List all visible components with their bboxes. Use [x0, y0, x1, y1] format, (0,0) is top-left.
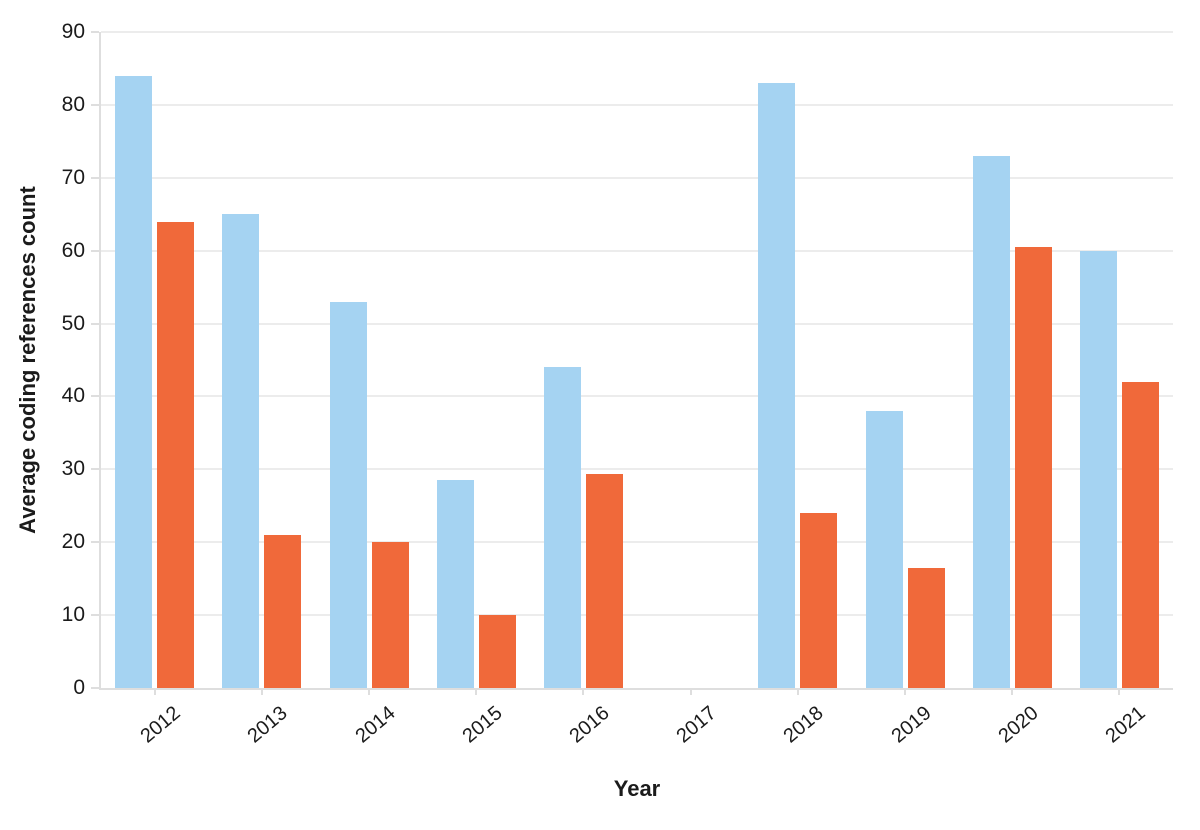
x-axis-tick-2016: [582, 688, 585, 695]
x-tick-label-2013: 2013: [243, 702, 292, 748]
x-axis-line: [99, 688, 1173, 690]
x-axis-tick-2014: [368, 688, 370, 695]
y-tick-label-20: 20: [61, 530, 85, 554]
x-tick-label-2019: 2019: [886, 702, 936, 748]
y-axis-line: [99, 32, 101, 688]
gridline-y-50: [101, 322, 1173, 325]
y-tick-label-0: 0: [73, 676, 85, 699]
bar-2012-orange: [157, 221, 195, 688]
x-axis-tick-2012: [153, 688, 156, 695]
gridline-y-30: [101, 468, 1173, 471]
y-axis-title: Average coding references count: [15, 186, 40, 534]
gridline-y-70: [101, 176, 1173, 179]
x-tick-label-2015: 2015: [458, 702, 507, 748]
y-axis-tick-60: [91, 249, 99, 252]
bar-2016-light-blue: [543, 367, 581, 688]
bar-2018-orange: [800, 513, 838, 688]
bar-2020-light-blue: [972, 155, 1010, 688]
y-tick-label-10: 10: [61, 603, 85, 627]
y-tick-label-60: 60: [61, 238, 85, 262]
y-axis-tick-30: [91, 468, 99, 471]
x-tick-label-2016: 2016: [565, 702, 614, 748]
gridline-y-90: [101, 31, 1173, 33]
y-axis-tick-80: [91, 103, 99, 106]
y-tick-label-40: 40: [61, 384, 85, 408]
x-axis-tick-2015: [475, 688, 478, 695]
x-axis-tick-2020: [1011, 688, 1014, 695]
bar-2013-light-blue: [222, 214, 260, 688]
x-tick-label-2017: 2017: [672, 702, 721, 748]
bar-2015-light-blue: [436, 480, 474, 688]
x-tick-label-2012: 2012: [136, 702, 185, 748]
y-axis-tick-20: [91, 541, 99, 544]
gridline-y-10: [101, 614, 1173, 617]
bar-2019-orange: [907, 567, 945, 688]
x-tick-label-2021: 2021: [1101, 702, 1150, 748]
bar-2019-light-blue: [865, 411, 903, 688]
y-axis-tick-0: [91, 687, 99, 689]
y-axis-tick-90: [91, 31, 99, 33]
x-tick-label-2020: 2020: [994, 702, 1043, 748]
y-tick-label-70: 70: [61, 165, 85, 189]
y-tick-label-80: 80: [61, 92, 85, 116]
x-axis-tick-2013: [260, 688, 263, 695]
bar-2014-light-blue: [329, 301, 367, 688]
plot-area: 0 10 20 30 40 50 60 70 80 90 2012 2013 2014 2015 2016 2…: [62, 20, 1173, 747]
gridline-y-40: [101, 395, 1173, 398]
bar-2021-orange: [1121, 381, 1159, 688]
y-tick-label-90: 90: [61, 20, 85, 43]
bar-2014-orange: [371, 542, 409, 688]
y-axis-tick-70: [91, 176, 99, 179]
bar-2021-light-blue: [1079, 250, 1117, 688]
x-axis-title: Year: [613, 776, 661, 801]
y-tick-label-50: 50: [61, 311, 85, 335]
x-axis-tick-2018: [796, 688, 799, 695]
bar-2018-light-blue: [758, 83, 796, 688]
bar-2015-orange: [478, 615, 516, 688]
x-axis-tick-2019: [904, 688, 906, 695]
y-axis-tick-10: [91, 614, 99, 617]
y-tick-label-30: 30: [61, 457, 85, 481]
bar-2016-orange: [585, 474, 623, 688]
y-axis-tick-50: [91, 322, 99, 325]
x-tick-label-2014: 2014: [350, 702, 400, 748]
bar-2012-light-blue: [115, 75, 153, 688]
gridline-y-60: [101, 249, 1173, 252]
y-axis-tick-40: [91, 395, 99, 398]
gridline-y-80: [101, 103, 1173, 106]
x-tick-label-2018: 2018: [779, 702, 828, 748]
x-axis-tick-2017: [689, 688, 692, 695]
gridline-y-20: [101, 541, 1173, 544]
x-axis-tick-2021: [1118, 688, 1121, 695]
bar-2013-orange: [264, 534, 302, 688]
bar-2020-orange: [1014, 247, 1052, 688]
